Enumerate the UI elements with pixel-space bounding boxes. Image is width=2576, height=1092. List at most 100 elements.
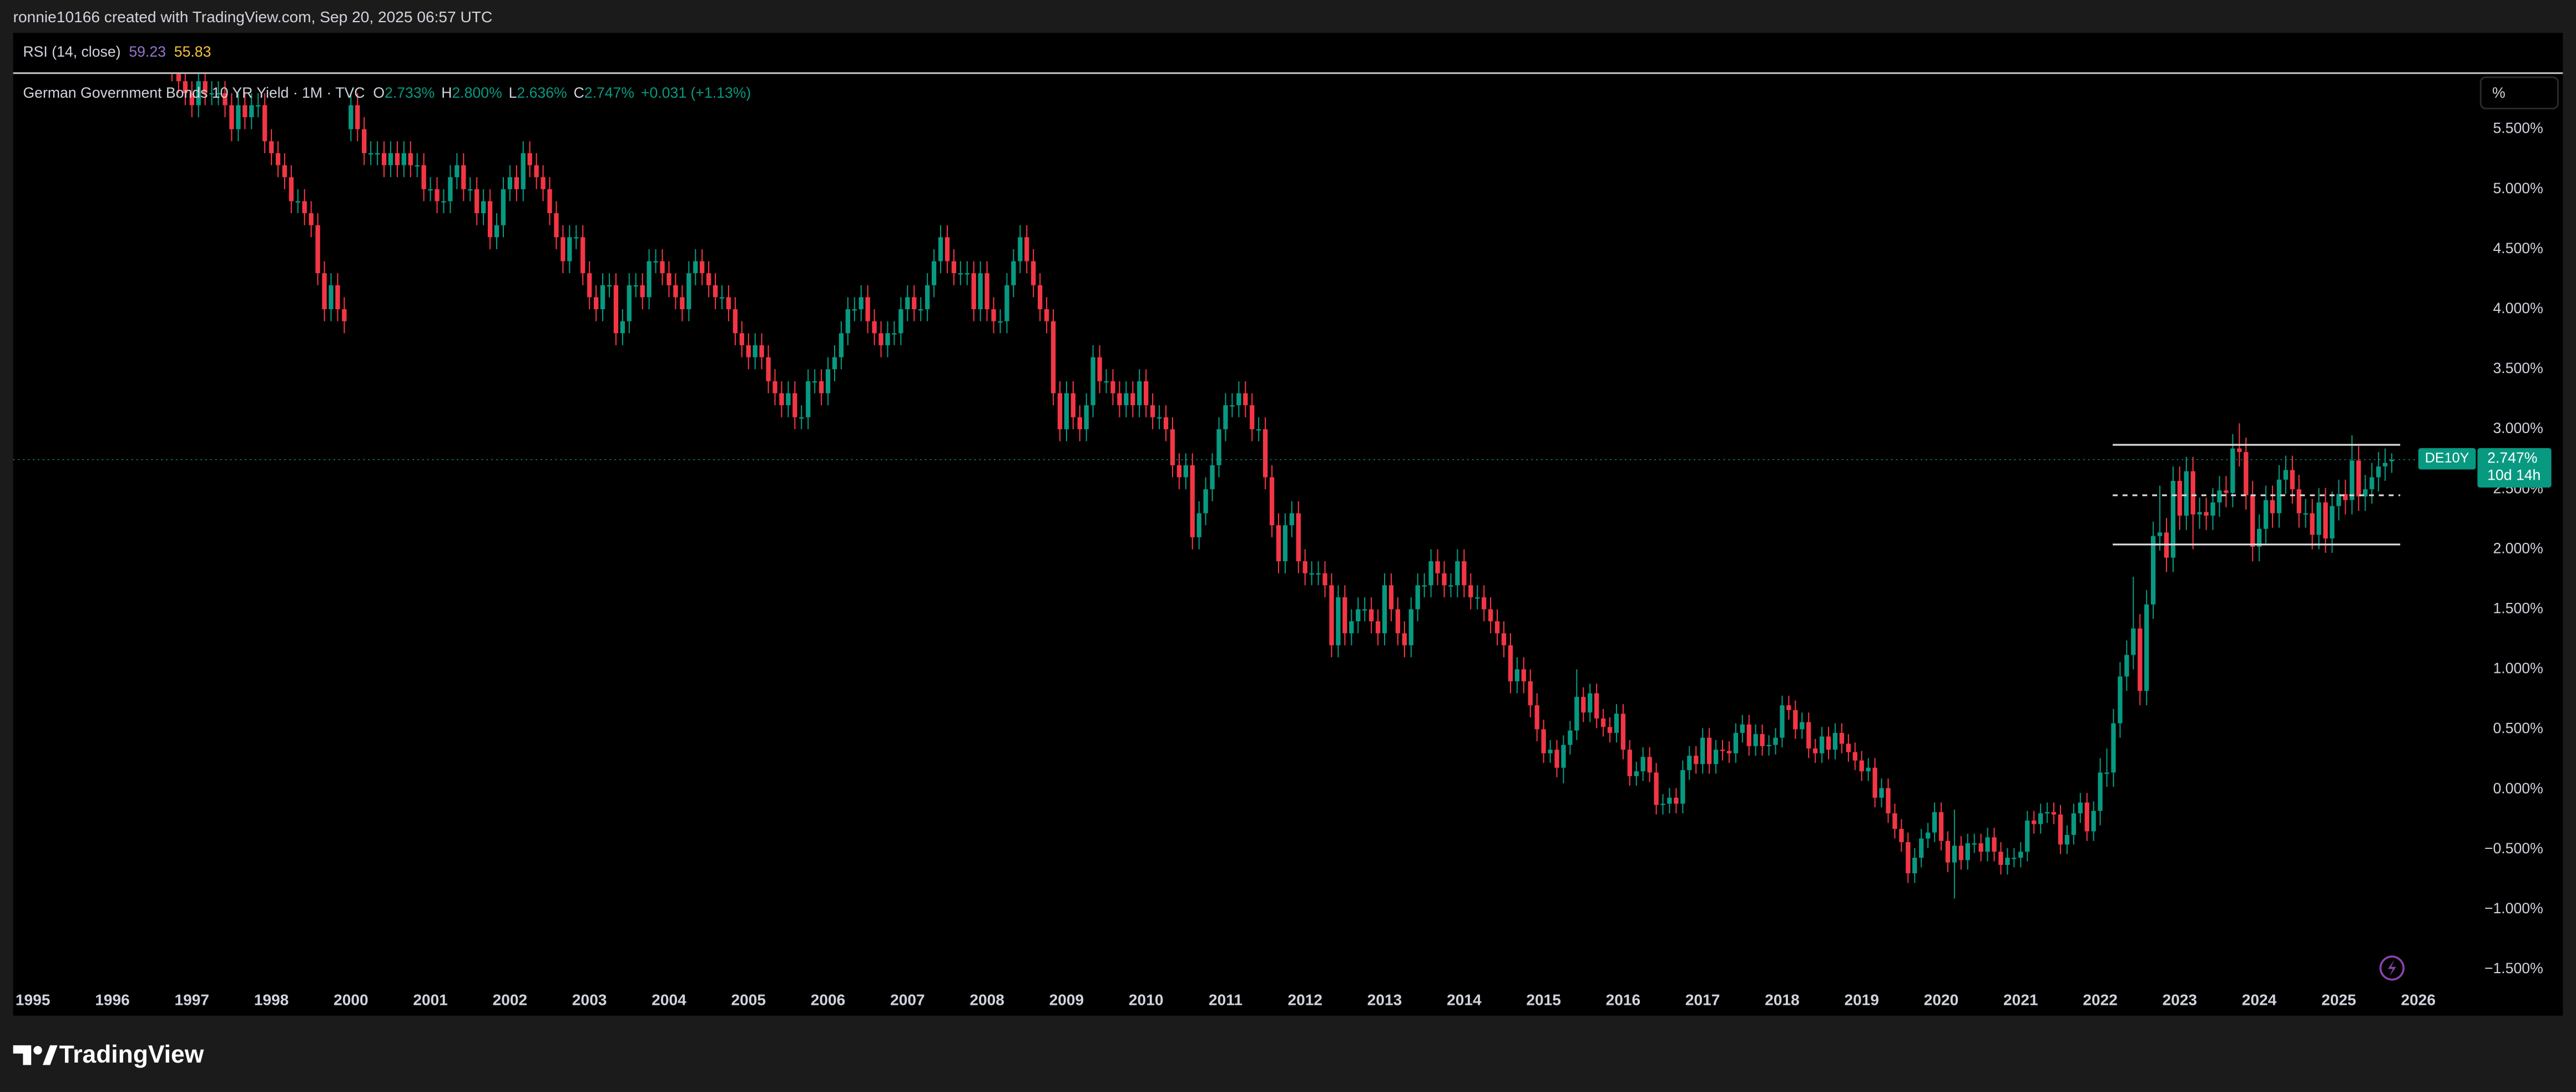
candle-body <box>302 201 307 214</box>
x-tick-label: 2007 <box>890 991 925 1008</box>
scale-button-label[interactable]: % <box>2492 84 2506 101</box>
candle-body <box>2118 676 2123 723</box>
candle-body <box>2244 452 2249 496</box>
candle-body <box>1554 749 1559 768</box>
candle-body <box>1183 465 1188 477</box>
x-tick-label: 2005 <box>731 991 766 1008</box>
candle-body <box>1879 788 1884 798</box>
candle-body <box>2138 628 2143 691</box>
candle-body <box>2051 812 2057 815</box>
candle-body <box>1038 285 1043 309</box>
candle-body <box>1084 405 1089 430</box>
candle-body <box>223 93 228 105</box>
candle-body <box>2071 813 2077 835</box>
candle-body <box>1832 733 1838 750</box>
candle-body <box>2323 502 2328 539</box>
candle-body <box>1998 852 2003 865</box>
x-tick-label: 2003 <box>572 991 607 1008</box>
legend-key: C <box>574 84 584 101</box>
candle-body <box>759 345 764 358</box>
x-tick-label: 2011 <box>1209 991 1242 1008</box>
candle-body <box>1216 429 1221 466</box>
candle-body <box>428 189 433 191</box>
candle-body <box>984 273 989 309</box>
candle-body <box>1190 465 1195 537</box>
x-tick-label: 2009 <box>1049 991 1084 1008</box>
candle-body <box>1720 749 1725 751</box>
candle-body <box>627 285 632 321</box>
candle-body <box>1262 429 1268 477</box>
candle-body <box>176 74 181 82</box>
candle-body <box>686 273 691 309</box>
candle-body <box>1813 748 1818 753</box>
candle-body <box>2217 490 2222 503</box>
candle-body <box>203 81 208 93</box>
candle-body <box>1395 609 1401 633</box>
candle-body <box>435 189 440 202</box>
candle-body <box>991 309 996 321</box>
candle-body <box>666 273 671 285</box>
candle-body <box>1057 393 1063 430</box>
y-tick-label: 4.500% <box>2493 240 2543 256</box>
legend-key: O <box>373 84 385 101</box>
candle-body <box>1746 724 1751 746</box>
candle-body <box>1634 771 1639 776</box>
y-tick-label: 0.500% <box>2493 720 2543 737</box>
candle-body <box>2250 495 2255 547</box>
candle-body <box>1972 843 1977 845</box>
candle-body <box>2064 834 2070 845</box>
candle-body <box>2283 470 2289 480</box>
candle-body <box>2078 802 2083 813</box>
candle-body <box>2336 494 2341 506</box>
candle-body <box>1322 573 1327 586</box>
candle-body <box>1667 797 1672 804</box>
candle-body <box>620 321 625 334</box>
scale-button[interactable] <box>2479 76 2559 109</box>
candle-body <box>1780 705 1785 738</box>
candle-body <box>2038 813 2043 824</box>
logo-dot <box>33 1046 42 1055</box>
x-tick-label: 2012 <box>1287 991 1322 1008</box>
candle-body <box>1733 733 1739 753</box>
candle-body <box>845 309 851 334</box>
x-tick-label: 2017 <box>1685 991 1720 1008</box>
y-tick-label: 5.000% <box>2493 180 2543 197</box>
candle-body <box>574 237 579 239</box>
candle-body <box>1230 405 1235 407</box>
candle-body <box>1336 597 1341 646</box>
candle-body <box>441 201 446 203</box>
candle-body <box>289 177 294 202</box>
candle-body <box>1144 381 1149 405</box>
x-tick-label: 2021 <box>2003 991 2038 1008</box>
candle-body <box>2044 812 2050 814</box>
candle-body <box>1886 788 1891 813</box>
price-tag-price: 2.747% <box>2487 449 2537 466</box>
candle-body <box>527 153 532 165</box>
candle-body <box>1475 597 1480 599</box>
candle-body <box>2157 532 2163 536</box>
x-tick-label: 2014 <box>1447 991 1482 1008</box>
candle-body <box>1408 609 1413 646</box>
x-tick-label: 2024 <box>2242 991 2277 1008</box>
candle-body <box>1349 621 1354 633</box>
candle-body <box>1448 585 1453 587</box>
candle-body <box>1694 756 1699 764</box>
candle-body <box>2032 820 2037 824</box>
candle-body <box>918 309 923 311</box>
candle-body <box>401 153 407 165</box>
candle-body <box>1726 751 1732 753</box>
candle-body <box>2230 448 2235 493</box>
candle-body <box>534 165 539 178</box>
lightning-bolt <box>2388 959 2396 977</box>
candle-body <box>269 141 274 153</box>
lightning-icon[interactable] <box>2379 955 2405 981</box>
candle-body <box>1793 710 1798 729</box>
candle-body <box>243 105 248 118</box>
candle-body <box>1932 812 1937 833</box>
x-tick-label: 2010 <box>1129 991 1164 1008</box>
candle-body <box>1614 713 1619 733</box>
logo-slash <box>42 1045 58 1065</box>
candle-body <box>1926 832 1931 839</box>
candle-body <box>1534 705 1539 729</box>
header-caption: ronnie10166 created with TradingView.com… <box>13 8 493 26</box>
